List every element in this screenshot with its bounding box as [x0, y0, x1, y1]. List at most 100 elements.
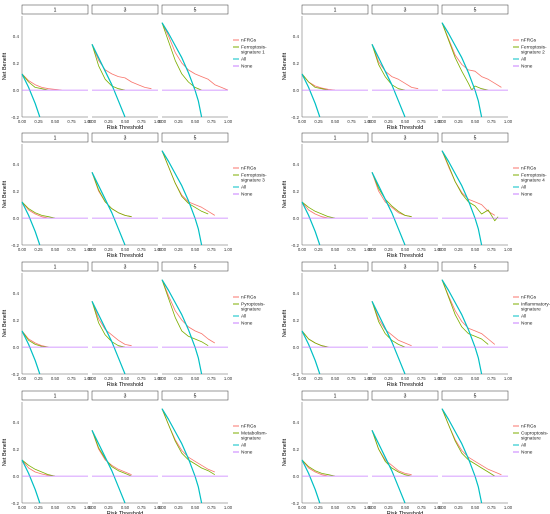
- x-tick-label: 0.00: [88, 119, 97, 124]
- facet-label: 1: [334, 394, 337, 400]
- series-line-inflammatory-signature: [301, 330, 329, 348]
- x-tick-label: 0.75: [417, 376, 426, 381]
- series-line-pyroptosis-signature: [91, 301, 126, 348]
- facet-label: 3: [124, 265, 127, 271]
- x-tick-label: 1.00: [504, 505, 513, 510]
- legend-label: signature 3: [241, 178, 265, 184]
- x-tick-label: 0.75: [67, 505, 76, 510]
- x-tick-label: 0.00: [88, 505, 97, 510]
- x-tick-label: 0.25: [174, 119, 183, 124]
- x-tick-label: 0.75: [487, 247, 496, 252]
- legend-label: All: [241, 443, 246, 449]
- x-tick-label: 0.75: [487, 119, 496, 124]
- x-tick-label: 0.25: [384, 376, 393, 381]
- x-tick-label: 1.00: [84, 119, 93, 124]
- dca-panel-3: Net Benefit -0.2 0.0 0.2 0.4 1 0.00 0.25 0.50 0.7…: [0, 128, 270, 259]
- facet-strip: [21, 390, 89, 401]
- x-tick-label: 0.75: [207, 505, 216, 510]
- series-line-nfrgs: [371, 301, 412, 347]
- x-tick-label: 0.00: [368, 376, 377, 381]
- x-tick-label: 0.75: [487, 376, 496, 381]
- x-tick-label: 1.00: [434, 505, 443, 510]
- x-tick-label: 1.00: [504, 247, 513, 252]
- x-axis-label: Risk Threshold: [387, 382, 424, 388]
- y-tick-label: 0.2: [293, 447, 300, 452]
- x-tick-label: 1.00: [224, 119, 233, 124]
- legend-label: nFRGs: [521, 295, 537, 301]
- y-tick-label: 0.2: [13, 447, 20, 452]
- legend-label: nFRGs: [521, 166, 537, 172]
- x-tick-label: 0.75: [137, 119, 146, 124]
- facet-strip: [301, 4, 369, 15]
- legend-label: All: [521, 185, 526, 191]
- series-line-all: [161, 22, 203, 118]
- y-tick-label: 0.2: [13, 189, 20, 194]
- legend-label: nFRGs: [241, 166, 257, 172]
- x-tick-label: 0.25: [454, 247, 463, 252]
- facet-label: 1: [54, 8, 57, 14]
- series-line-ferroptosis-signature-1: [21, 73, 49, 91]
- series-line-cuproptosis-signature: [301, 459, 336, 477]
- series-line-inflammatory-signature: [371, 301, 406, 348]
- x-tick-label: 0.50: [401, 119, 410, 124]
- series-line-ferroptosis-signature-2: [371, 44, 406, 91]
- dca-panel-2: Net Benefit -0.2 0.0 0.2 0.4 1 0.00 0.25 0.50 0.7…: [280, 0, 550, 131]
- legend-label: Ferroptosis-: [521, 45, 547, 51]
- legend-label: nFRGs: [521, 424, 537, 430]
- dca-panel-7: Net Benefit -0.2 0.0 0.2 0.4 1 0.00 0.25 0.50 0.7…: [0, 386, 270, 514]
- series-line-all: [21, 201, 41, 246]
- series-line-all: [21, 73, 41, 118]
- series-line-nfrgs: [161, 408, 215, 473]
- series-line-cuproptosis-signature: [441, 408, 496, 477]
- facet-strip: [301, 261, 369, 272]
- series-line-pyroptosis-signature: [161, 279, 209, 347]
- series-line-ferroptosis-signature-2: [301, 73, 329, 91]
- x-tick-label: 0.00: [368, 247, 377, 252]
- legend-label: nFRGs: [241, 295, 257, 301]
- legend-label: All: [521, 314, 526, 320]
- series-line-ferroptosis-signature-4: [301, 201, 336, 219]
- legend-label: None: [521, 192, 533, 198]
- series-line-nfrgs: [91, 301, 132, 347]
- facet-label: 5: [194, 265, 197, 271]
- x-tick-label: 0.50: [401, 505, 410, 510]
- legend-label: All: [521, 57, 526, 63]
- series-line-nfrgs: [441, 279, 496, 345]
- facet-label: 3: [124, 136, 127, 142]
- x-tick-label: 0.25: [384, 247, 393, 252]
- facet-label: 1: [334, 136, 337, 142]
- series-line-all: [441, 408, 483, 504]
- y-tick-label: 0.4: [293, 162, 300, 167]
- x-tick-label: 0.00: [18, 247, 27, 252]
- x-tick-label: 0.00: [438, 376, 447, 381]
- x-tick-label: 0.50: [121, 247, 130, 252]
- y-tick-label: -0.2: [11, 115, 19, 120]
- series-line-nfrgs: [161, 150, 216, 216]
- legend-label: Metabolism-: [241, 431, 268, 437]
- x-tick-label: 0.50: [121, 376, 130, 381]
- x-tick-label: 0.50: [191, 376, 200, 381]
- y-tick-label: 0.2: [293, 318, 300, 323]
- facet-label: 5: [474, 265, 477, 271]
- x-tick-label: 0.25: [104, 505, 113, 510]
- x-tick-label: 0.75: [67, 247, 76, 252]
- x-tick-label: 0.25: [454, 505, 463, 510]
- x-tick-label: 1.00: [364, 247, 373, 252]
- facet-label: 1: [54, 136, 57, 142]
- x-tick-label: 1.00: [224, 247, 233, 252]
- series-line-nfrgs: [21, 73, 62, 91]
- series-line-all: [301, 459, 321, 504]
- x-tick-label: 0.00: [88, 247, 97, 252]
- y-axis-label: Net Benefit: [282, 309, 288, 337]
- series-line-nfrgs: [371, 172, 412, 218]
- y-tick-label: 0.4: [293, 420, 300, 425]
- series-line-nfrgs: [371, 44, 419, 90]
- legend-label: None: [521, 64, 533, 70]
- x-tick-label: 0.00: [88, 376, 97, 381]
- legend-label: None: [241, 321, 253, 327]
- x-tick-label: 1.00: [84, 376, 93, 381]
- series-line-nfrgs: [441, 22, 502, 88]
- x-tick-label: 0.00: [158, 376, 167, 381]
- facet-strip: [161, 132, 229, 143]
